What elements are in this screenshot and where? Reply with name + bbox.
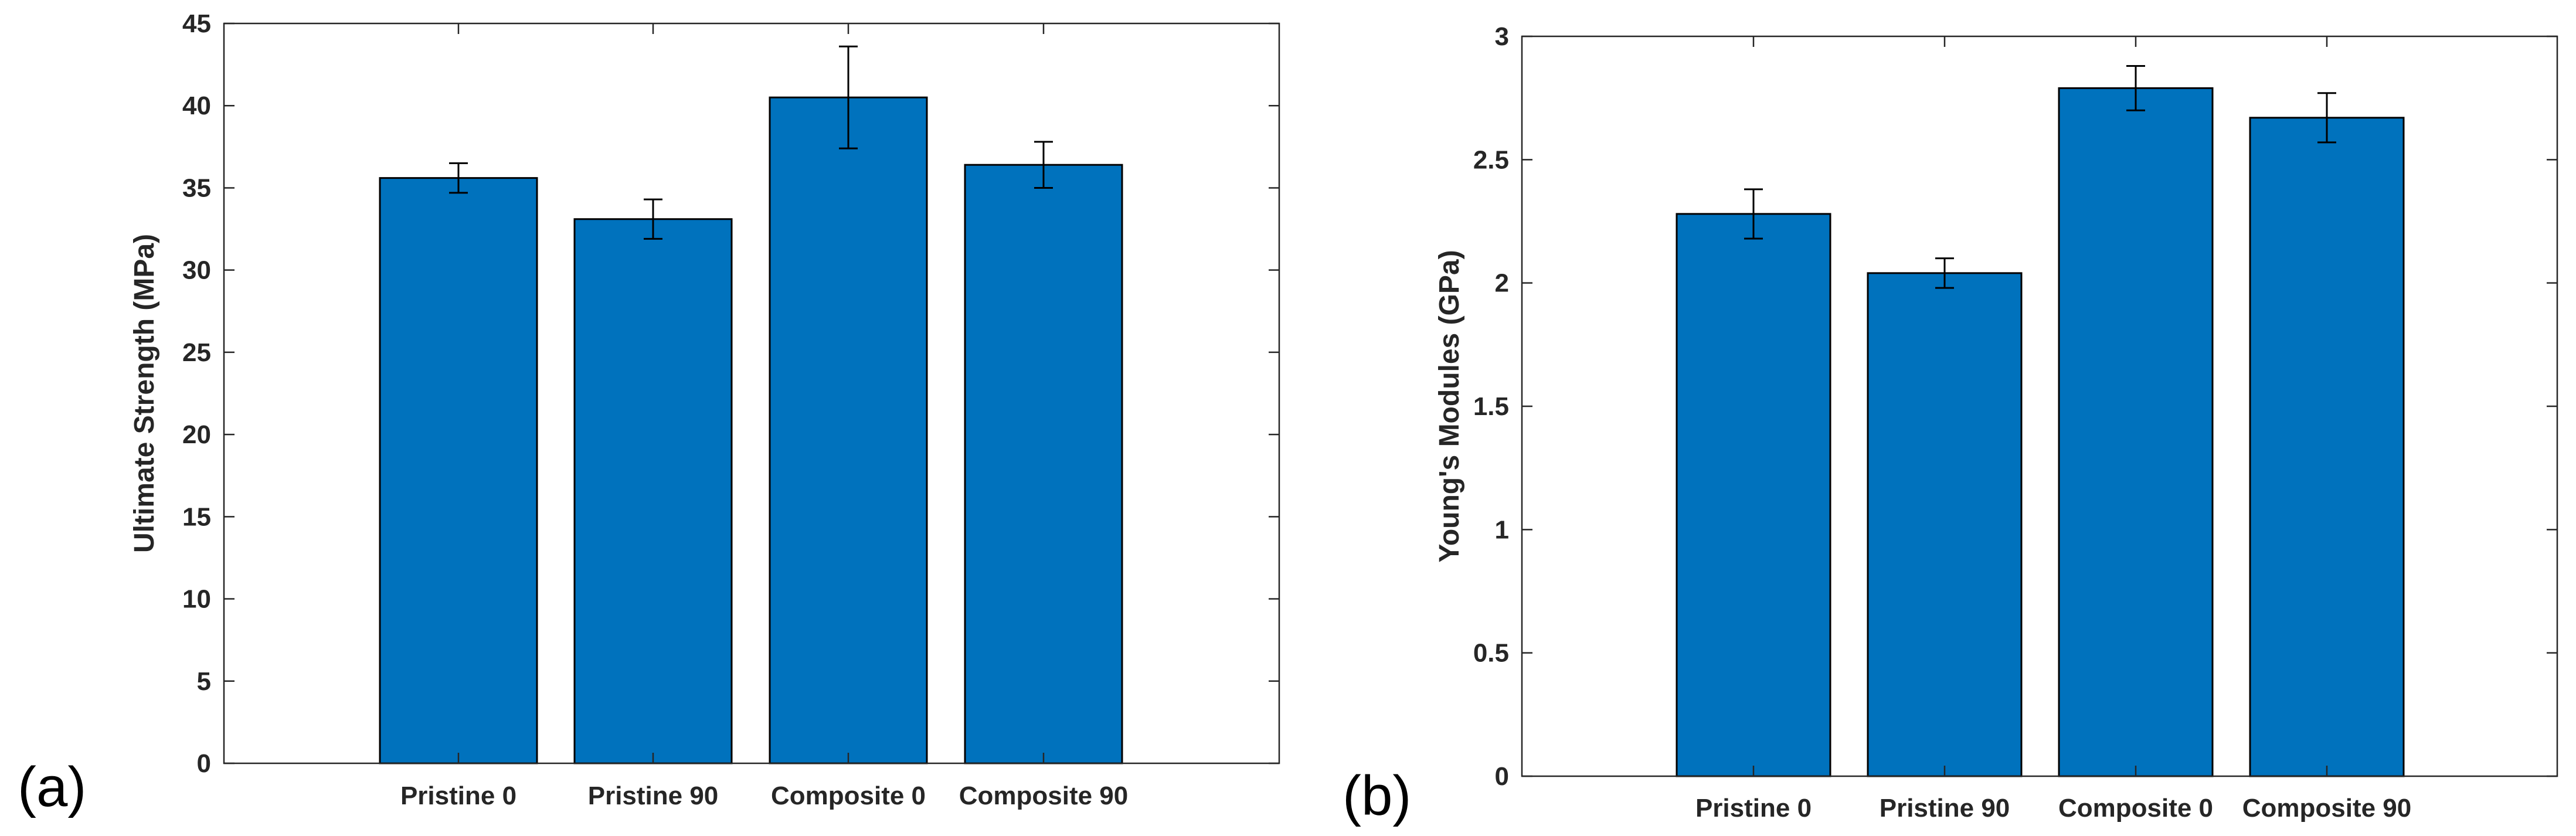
x-tick-label: Composite 0 — [2058, 794, 2213, 823]
bar-pristine-90 — [573, 218, 733, 764]
error-bar-composite-0 — [2126, 64, 2145, 111]
chart-panel-b: 0 0.5 1 1.5 2 2.5 3 Pristine 0 Pristine 90 Compos… — [1343, 22, 2558, 827]
x-tick-label: Composite 0 — [771, 781, 926, 810]
bar-composite-90 — [2249, 117, 2405, 777]
y-axis-label: Ultimate Strength (MPa) — [129, 234, 160, 553]
x-tick-label: Pristine 90 — [588, 781, 719, 810]
error-bar-composite-0 — [839, 45, 858, 149]
error-bar-composite-90 — [1034, 141, 1053, 189]
x-tick-label: Pristine 0 — [400, 781, 516, 810]
y-tick-label: 10 — [182, 585, 211, 614]
error-bar-pristine-90 — [1935, 257, 1954, 289]
error-bar-composite-90 — [2317, 92, 2336, 144]
chart-panel-a: 0 5 10 15 20 25 30 35 40 45 Pristine 0 Pristine 90 C… — [18, 9, 1280, 818]
bar-composite-90 — [964, 164, 1123, 764]
y-tick-label: 25 — [182, 338, 211, 367]
y-axis-label: Young's Modules (GPa) — [1434, 250, 1465, 562]
x-tick-label: Composite 90 — [959, 781, 1129, 810]
y-tick-label: 0 — [197, 749, 211, 778]
y-tick-label: 35 — [182, 174, 211, 202]
error-bar-pristine-0 — [1744, 188, 1763, 240]
y-tick-label: 5 — [197, 667, 211, 696]
bar-pristine-90 — [1867, 272, 2023, 777]
y-tick-label: 0.5 — [1473, 639, 1509, 668]
panel-label: (a) — [18, 756, 86, 818]
axes-box — [223, 22, 1280, 764]
x-tick-label: Pristine 0 — [1695, 794, 1812, 823]
bar-composite-0 — [2058, 87, 2214, 777]
y-tick-label: 45 — [182, 9, 211, 38]
bar-composite-0 — [769, 96, 928, 764]
y-tick-label: 3 — [1495, 22, 1509, 51]
y-tick-label: 30 — [182, 256, 211, 285]
error-bar-pristine-0 — [449, 162, 468, 194]
y-tick-label: 1 — [1495, 515, 1509, 544]
bar-pristine-0 — [379, 177, 538, 764]
y-tick-label: 2.5 — [1473, 145, 1509, 174]
x-tick-label: Composite 90 — [2242, 794, 2412, 823]
y-tick-label: 1.5 — [1473, 392, 1509, 421]
y-tick-label: 2 — [1495, 269, 1509, 298]
y-tick-label: 15 — [182, 502, 211, 531]
error-bar-pristine-90 — [644, 198, 662, 240]
y-tick-label: 20 — [182, 420, 211, 449]
bar-pristine-0 — [1676, 213, 1831, 777]
y-tick-label: 0 — [1495, 762, 1509, 791]
panel-label: (b) — [1343, 764, 1411, 827]
x-tick-label: Pristine 90 — [1880, 794, 2010, 823]
y-tick-label: 40 — [182, 91, 211, 120]
